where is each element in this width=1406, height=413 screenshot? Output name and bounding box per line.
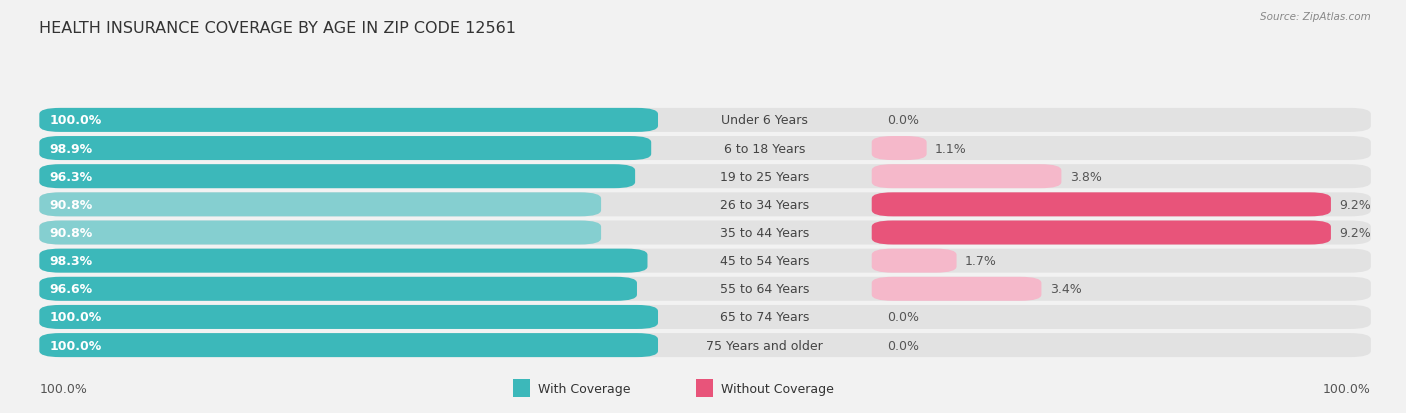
Text: 6 to 18 Years: 6 to 18 Years (724, 142, 806, 155)
Text: 100.0%: 100.0% (49, 311, 101, 324)
Text: Source: ZipAtlas.com: Source: ZipAtlas.com (1260, 12, 1371, 22)
Text: 19 to 25 Years: 19 to 25 Years (720, 170, 810, 183)
Text: 100.0%: 100.0% (49, 114, 101, 127)
Text: Under 6 Years: Under 6 Years (721, 114, 808, 127)
Text: 1.1%: 1.1% (935, 142, 967, 155)
Text: 9.2%: 9.2% (1340, 198, 1371, 211)
Text: 26 to 34 Years: 26 to 34 Years (720, 198, 810, 211)
Text: With Coverage: With Coverage (538, 382, 631, 395)
Text: 3.8%: 3.8% (1070, 170, 1102, 183)
Text: 0.0%: 0.0% (887, 311, 920, 324)
Text: 0.0%: 0.0% (887, 114, 920, 127)
Text: 96.3%: 96.3% (49, 170, 93, 183)
Text: 90.8%: 90.8% (49, 226, 93, 240)
Text: 98.3%: 98.3% (49, 254, 93, 268)
Text: 96.6%: 96.6% (49, 282, 93, 296)
Text: HEALTH INSURANCE COVERAGE BY AGE IN ZIP CODE 12561: HEALTH INSURANCE COVERAGE BY AGE IN ZIP … (39, 21, 516, 36)
Text: 98.9%: 98.9% (49, 142, 93, 155)
Text: 55 to 64 Years: 55 to 64 Years (720, 282, 810, 296)
Text: 100.0%: 100.0% (1323, 382, 1371, 395)
Text: 9.2%: 9.2% (1340, 226, 1371, 240)
Text: Without Coverage: Without Coverage (721, 382, 834, 395)
Text: 90.8%: 90.8% (49, 198, 93, 211)
Text: 75 Years and older: 75 Years and older (706, 339, 824, 352)
Text: 1.7%: 1.7% (965, 254, 997, 268)
Text: 65 to 74 Years: 65 to 74 Years (720, 311, 810, 324)
Text: 3.4%: 3.4% (1050, 282, 1081, 296)
Text: 0.0%: 0.0% (887, 339, 920, 352)
Text: 100.0%: 100.0% (49, 339, 101, 352)
Text: 100.0%: 100.0% (39, 382, 87, 395)
Text: 35 to 44 Years: 35 to 44 Years (720, 226, 810, 240)
Text: 45 to 54 Years: 45 to 54 Years (720, 254, 810, 268)
